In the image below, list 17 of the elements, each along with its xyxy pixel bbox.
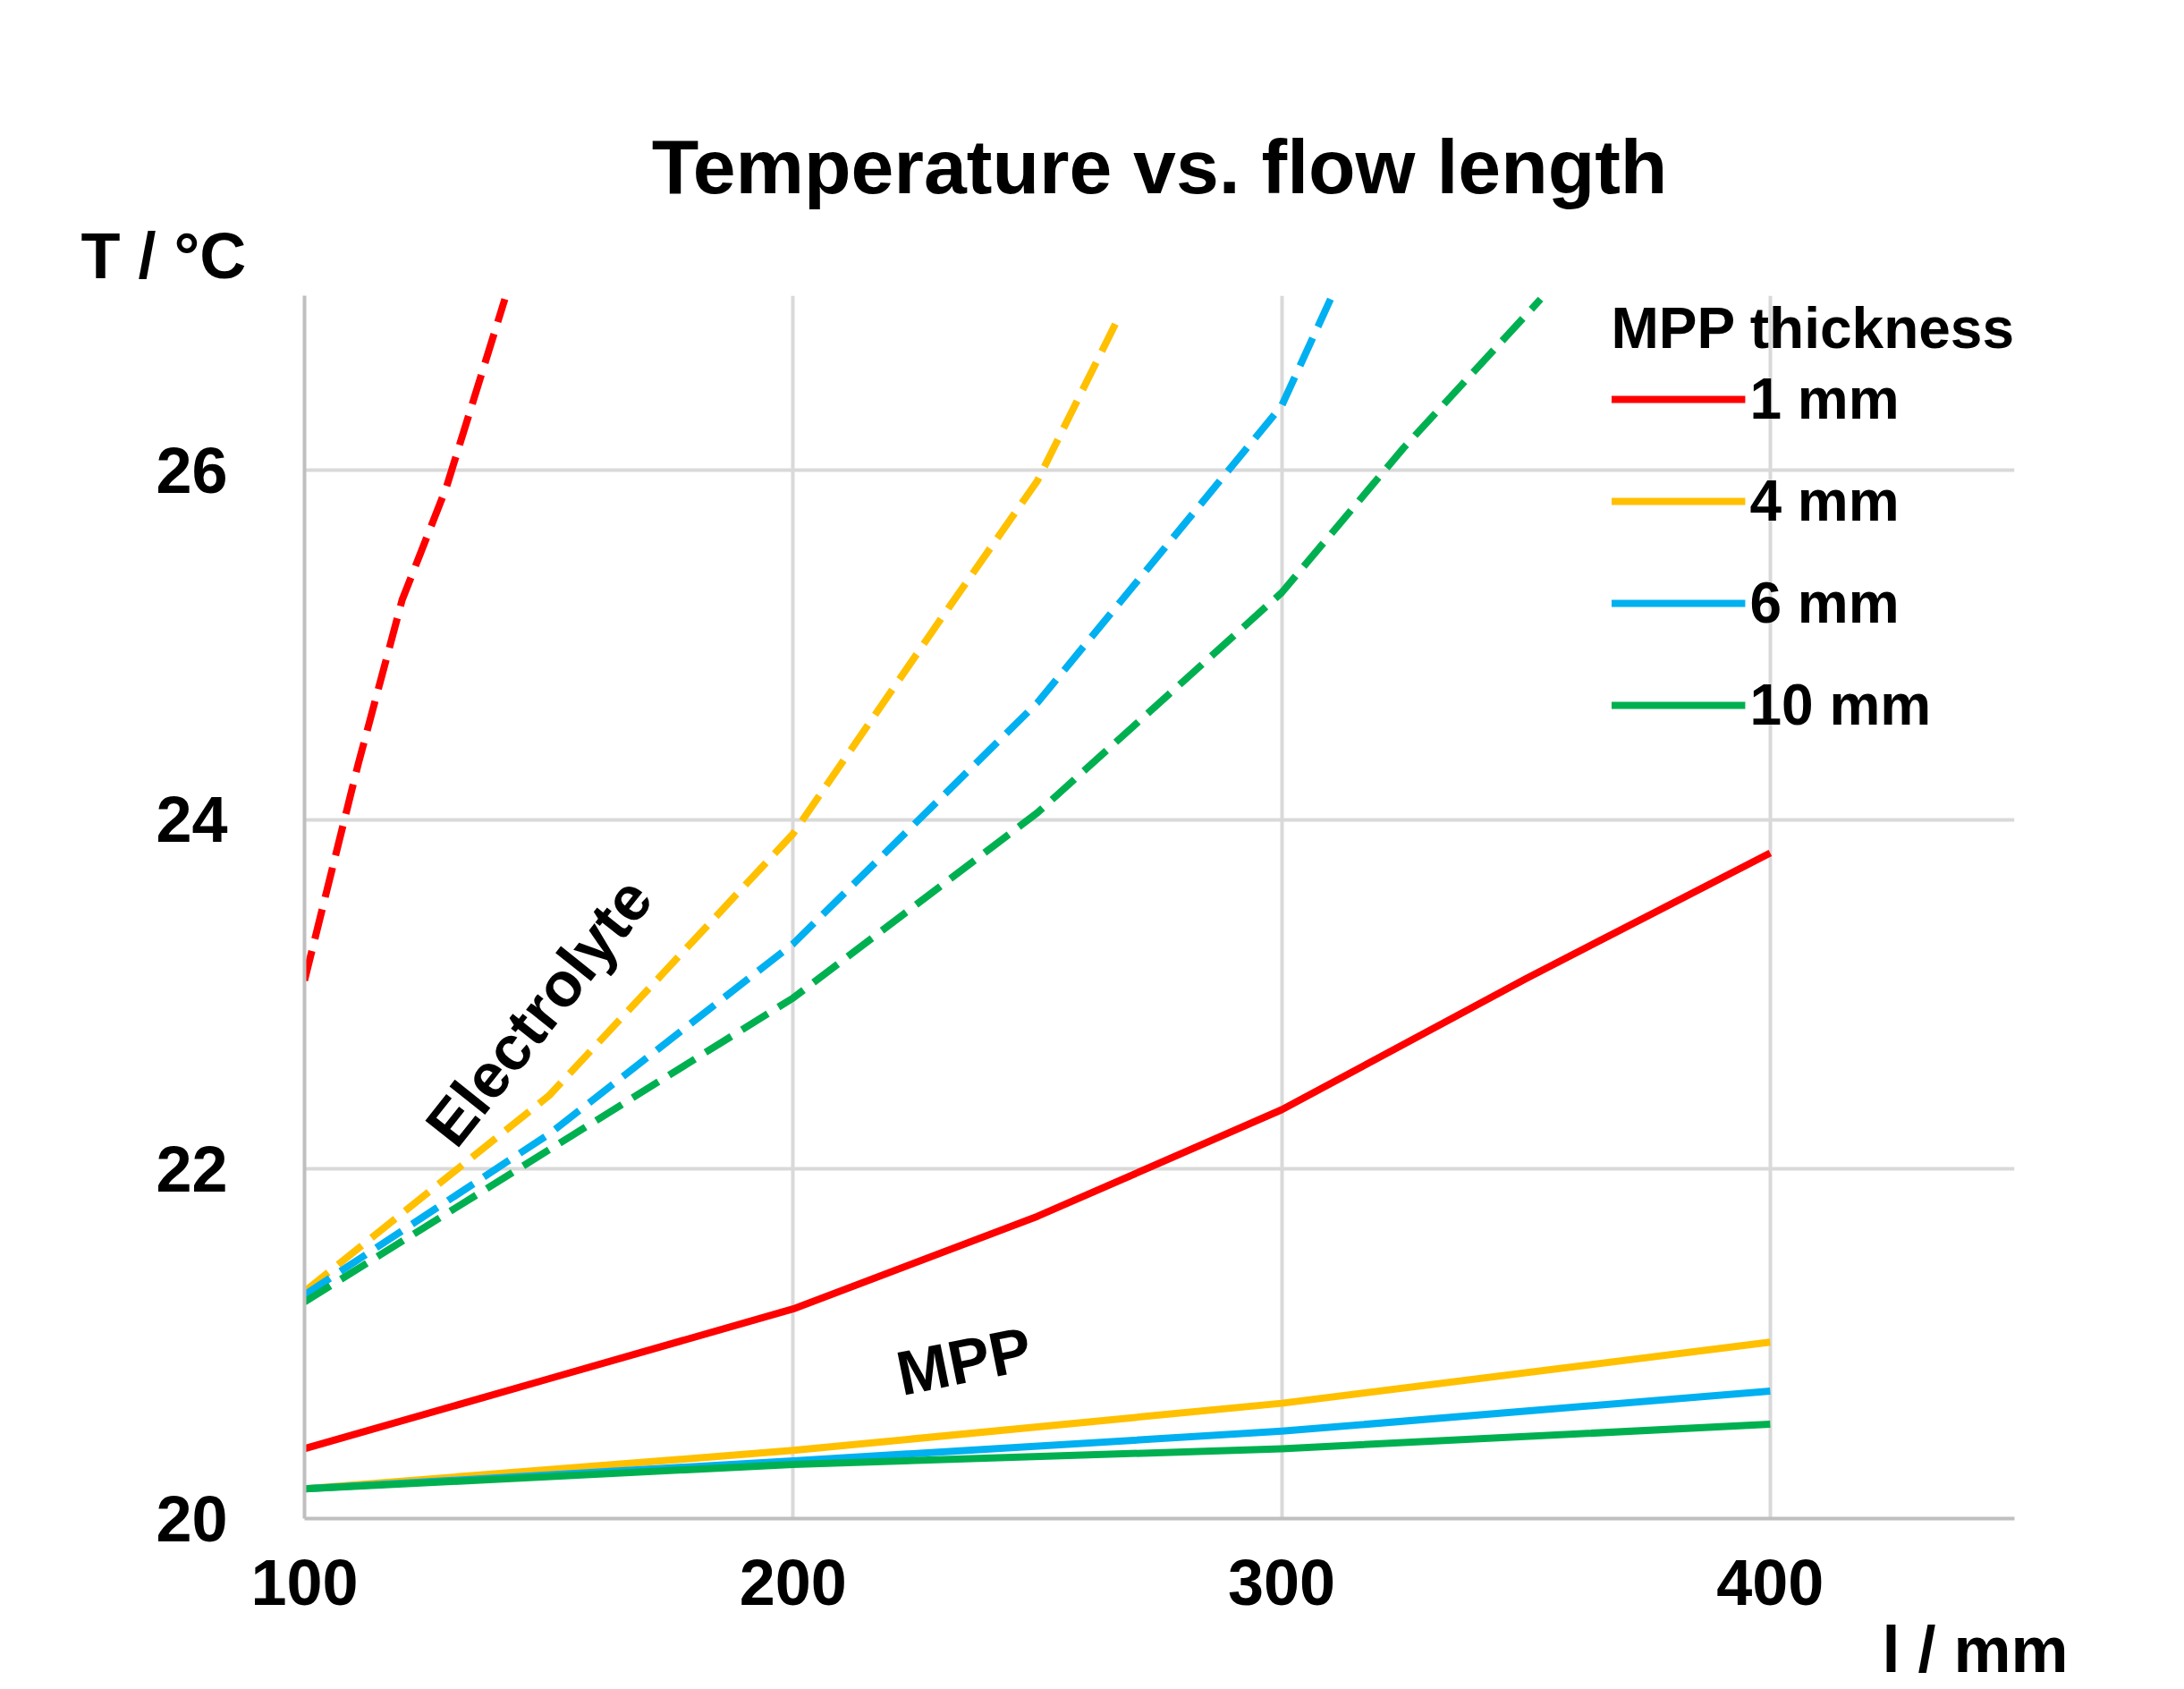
y-tick-label: 22 [156,1133,228,1205]
chart-title: Temperature vs. flow length [651,123,1668,209]
legend-label: 4 mm [1749,468,1900,534]
y-tick-label: 24 [156,784,228,856]
y-tick-label: 20 [156,1482,228,1555]
legend-label: 1 mm [1749,366,1900,432]
x-tick-label: 200 [739,1546,847,1618]
x-tick-label: 300 [1228,1546,1336,1618]
x-tick-label: 100 [250,1546,359,1618]
y-tick-label: 26 [156,434,228,506]
x-tick-label: 400 [1716,1546,1824,1618]
x-axis-title: l / mm [1882,1613,2069,1685]
annotation: MPP [890,1313,1038,1410]
legend-label: 6 mm [1749,570,1900,636]
legend-label: 10 mm [1749,672,1932,738]
legend-title: MPP thickness [1611,295,2014,361]
y-axis-title: T / °C [80,219,247,292]
